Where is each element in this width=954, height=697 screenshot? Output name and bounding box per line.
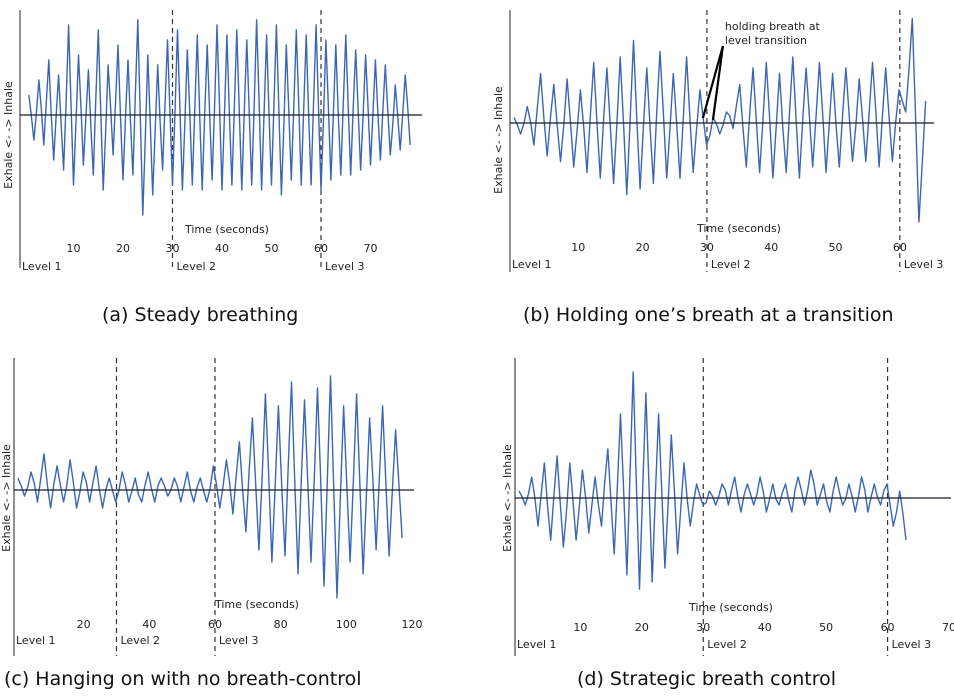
y-axis-label: Exhale <- -> Inhale [492,86,505,194]
x-tick-label: 70 [364,242,378,255]
figure-d: Exhale <- -> Inhale 10 20 30 40 50 60 70 Time (s… [477,348,954,697]
x-axis-label: Time (seconds) [214,598,299,611]
y-axis-label: Exhale <- -> Inhale [2,81,15,189]
level-label-3: Level 3 [904,258,944,271]
x-tick-label: 50 [265,242,279,255]
x-tick-label: 50 [829,241,843,254]
x-tick-label: 20 [116,242,130,255]
level-label-1: Level 1 [517,638,557,651]
x-tick-label: 10 [571,241,585,254]
x-tick-label: 30 [166,242,180,255]
x-axis-label: Time (seconds) [688,601,773,614]
level-label-3: Level 3 [325,260,365,273]
breathing-series-line [28,19,411,216]
x-axis-label: Time (seconds) [184,223,269,236]
level-label-1: Level 1 [22,260,62,273]
caption-d: (d) Strategic breath control [577,668,837,690]
caption-a: (a) Steady breathing [102,304,299,326]
x-tick-label: 100 [336,618,357,631]
level-label-2: Level 2 [711,258,751,271]
figure-b: Exhale <- -> Inhale 10 20 30 40 50 60 Time (sec… [477,0,954,348]
level-label-2: Level 2 [177,260,217,273]
breathing-series-line [17,375,403,599]
level-label-2: Level 2 [707,638,747,651]
y-axis-label: Exhale <- -> Inhale [0,444,13,552]
caption-c: (c) Hanging on with no breath-control [4,668,362,690]
annotation-text: holding breath at level transition [725,20,821,47]
x-tick-label: 60 [208,618,222,631]
y-axis-label: Exhale <- -> Inhale [501,444,514,552]
x-tick-label: 60 [314,242,328,255]
figure-a: Exhale <- -> Inhale 10 20 30 40 50 60 70 Time (s… [0,0,477,348]
annotation-arrow-1 [701,45,724,119]
x-tick-label: 30 [696,621,710,634]
x-tick-label: 40 [764,241,778,254]
chart-d-svg: Exhale <- -> Inhale 10 20 30 40 50 60 70 Time (s… [501,358,954,656]
level-label-1: Level 1 [512,258,552,271]
chart-b-svg: Exhale <- -> Inhale 10 20 30 40 50 60 Time (sec… [492,10,944,272]
x-tick-label: 20 [77,618,91,631]
level-label-3: Level 3 [219,634,259,647]
breathing-series-line [513,17,927,223]
x-tick-label: 40 [142,618,156,631]
x-tick-label: 60 [881,621,895,634]
level-label-2: Level 2 [121,634,161,647]
level-label-1: Level 1 [16,634,56,647]
caption-b: (b) Holding one’s breath at a transition [523,304,894,326]
x-tick-label: 40 [215,242,229,255]
x-tick-label: 10 [573,621,587,634]
x-tick-label: 50 [819,621,833,634]
breathing-series-line [518,371,907,590]
x-tick-label: 60 [893,241,907,254]
x-tick-label: 70 [942,621,954,634]
x-tick-label: 10 [67,242,81,255]
x-tick-label: 30 [700,241,714,254]
annotation-arrow-2 [711,45,725,121]
x-tick-label: 80 [274,618,288,631]
x-tick-label: 40 [758,621,772,634]
chart-c-svg: Exhale <- -> Inhale 20 40 60 80 100 120 Time (s… [0,358,423,656]
chart-a-svg: Exhale <- -> Inhale 10 20 30 40 50 60 70 Time (s… [2,10,422,273]
annotation: holding breath at level transition [701,20,821,121]
x-tick-label: 20 [636,241,650,254]
x-tick-label: 20 [635,621,649,634]
figure-c: Exhale <- -> Inhale 20 40 60 80 100 120 Time (s… [0,348,477,697]
level-label-3: Level 3 [892,638,932,651]
x-tick-label: 120 [402,618,423,631]
x-axis-label: Time (seconds) [696,222,781,235]
